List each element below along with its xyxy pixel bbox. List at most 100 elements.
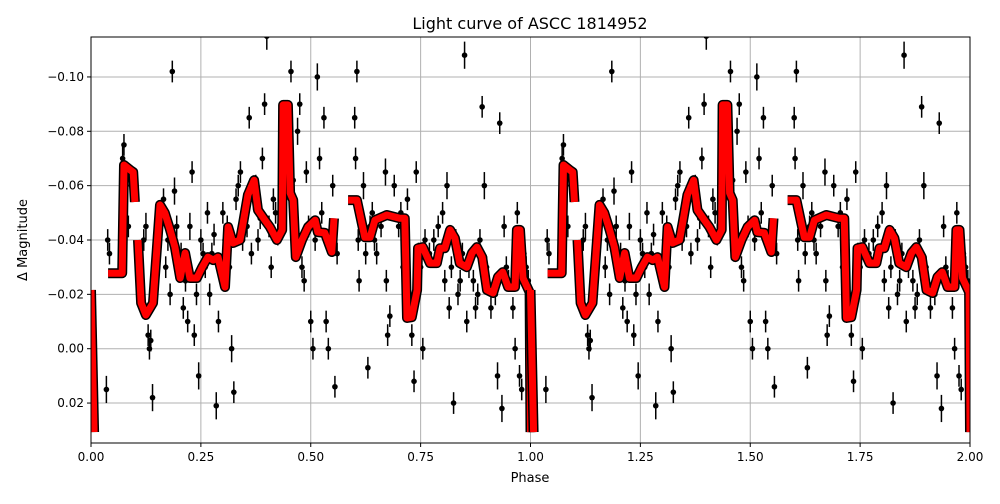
data-point: [479, 104, 485, 110]
data-point: [802, 250, 808, 257]
data-point: [559, 155, 565, 162]
data-point: [817, 223, 824, 230]
data-point: [934, 373, 940, 379]
model-curve-line: [108, 161, 139, 277]
data-point: [896, 277, 903, 284]
data-point: [383, 277, 390, 284]
data-point: [494, 373, 501, 379]
data-point: [312, 237, 318, 243]
data-point: [187, 223, 193, 230]
data-point: [958, 386, 965, 393]
data-point: [510, 305, 516, 311]
y-tick-label: 0.00: [57, 342, 84, 356]
data-point: [918, 104, 925, 110]
data-point: [237, 169, 244, 175]
data-point: [321, 114, 327, 121]
data-point: [727, 68, 734, 75]
data-point: [323, 318, 329, 325]
data-point: [499, 405, 505, 412]
data-point: [823, 277, 829, 284]
data-point: [106, 250, 113, 257]
data-point: [228, 345, 235, 352]
data-point: [804, 364, 811, 371]
data-point: [901, 52, 907, 59]
data-point: [916, 237, 923, 243]
x-tick-label: 0.00: [78, 450, 105, 464]
data-point: [264, 37, 270, 39]
data-point: [360, 182, 367, 189]
data-point: [365, 364, 371, 371]
y-tick-label: 0.02: [57, 396, 84, 410]
data-point: [213, 402, 220, 409]
data-point: [191, 332, 198, 338]
data-point: [824, 332, 830, 338]
data-point: [362, 250, 369, 257]
data-point: [268, 264, 274, 270]
data-point: [246, 114, 253, 121]
data-point: [470, 277, 477, 284]
data-point: [688, 250, 694, 257]
data-point: [488, 305, 494, 311]
data-point: [677, 169, 683, 175]
data-point: [352, 155, 359, 162]
data-point: [619, 305, 626, 311]
data-point: [272, 210, 279, 216]
data-point: [628, 169, 635, 175]
model-curve-line: [787, 196, 970, 433]
chart-title: Light curve of ASCC 1814952: [412, 14, 647, 33]
data-point: [147, 337, 154, 344]
data-point: [211, 231, 217, 238]
data-point: [602, 264, 609, 270]
data-point: [795, 277, 802, 284]
data-point: [890, 400, 896, 406]
y-tick-label: −0.06: [47, 179, 84, 193]
data-point: [844, 196, 850, 203]
data-point: [822, 169, 828, 175]
data-point: [450, 400, 457, 406]
data-point: [956, 373, 962, 379]
data-point: [307, 318, 314, 325]
data-point: [332, 383, 338, 390]
data-point: [384, 332, 391, 338]
data-point: [204, 210, 211, 216]
data-point: [501, 223, 507, 230]
data-point: [420, 345, 426, 352]
data-point: [149, 394, 156, 401]
y-tick-label: −0.02: [47, 287, 84, 301]
data-point: [850, 378, 857, 385]
data-point: [701, 101, 707, 107]
model-curve-line: [527, 289, 538, 433]
data-point: [463, 318, 470, 325]
data-point: [189, 169, 195, 175]
data-point: [888, 264, 894, 270]
data-point: [446, 305, 452, 311]
data-point: [881, 277, 888, 284]
data-point: [758, 210, 765, 216]
data-point: [655, 318, 661, 325]
data-point: [879, 210, 885, 216]
data-point: [325, 345, 332, 352]
data-point: [894, 291, 901, 298]
data-point: [431, 237, 437, 243]
data-point: [703, 37, 709, 39]
model-curve-line: [574, 101, 777, 319]
data-point: [791, 114, 797, 121]
data-point: [184, 318, 191, 325]
data-point: [609, 68, 615, 75]
data-point: [635, 373, 641, 379]
data-point: [439, 210, 446, 216]
data-point: [261, 101, 268, 107]
data-point: [903, 318, 910, 325]
data-point: [496, 120, 503, 126]
data-point: [193, 291, 200, 298]
x-tick-label: 1.75: [847, 450, 874, 464]
data-point: [771, 383, 778, 390]
data-point: [589, 394, 595, 401]
data-point: [738, 264, 745, 270]
data-point: [369, 210, 376, 216]
y-axis: −0.10 −0.08 −0.06 −0.04 −0.02 0.00 0.02: [47, 70, 91, 410]
data-point: [477, 237, 483, 243]
data-point: [231, 389, 237, 395]
data-point: [180, 305, 187, 311]
data-point: [259, 155, 266, 162]
